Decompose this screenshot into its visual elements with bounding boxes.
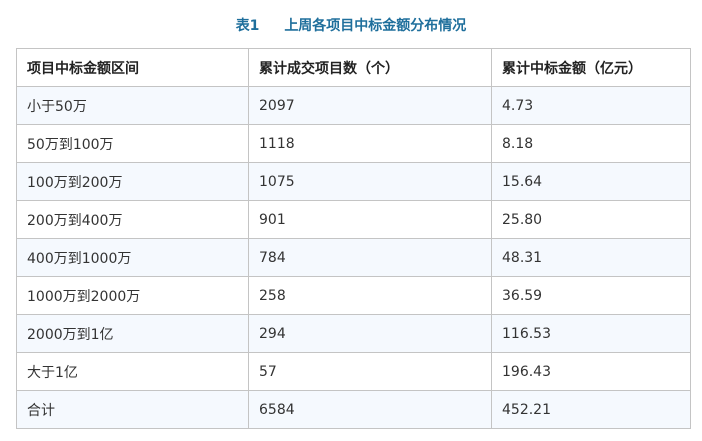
cell-amount: 116.53 [491,314,691,353]
cell-amount: 15.64 [491,162,691,201]
cell-range: 合计 [16,390,249,429]
cell-count: 1118 [248,124,492,163]
cell-count: 57 [248,352,492,391]
cell-range: 1000万到2000万 [16,276,249,315]
cell-count: 294 [248,314,492,353]
table-row: 大于1亿 57 196.43 [16,352,691,391]
table-number: 表1 [235,18,260,34]
cell-amount: 8.18 [491,124,691,163]
table-header-row: 项目中标金额区间 累计成交项目数（个） 累计中标金额（亿元） [16,48,691,87]
table-row: 200万到400万 901 25.80 [16,200,691,239]
header-count: 累计成交项目数（个） [248,48,492,87]
table-row: 100万到200万 1075 15.64 [16,162,691,201]
cell-range: 100万到200万 [16,162,249,201]
cell-count: 784 [248,238,492,277]
header-range: 项目中标金额区间 [16,48,249,87]
table-row: 2000万到1亿 294 116.53 [16,314,691,353]
table-row: 400万到1000万 784 48.31 [16,238,691,277]
bid-distribution-table: 项目中标金额区间 累计成交项目数（个） 累计中标金额（亿元） 小于50万 2097… [16,48,691,429]
cell-count: 901 [248,200,492,239]
cell-count: 6584 [248,390,492,429]
table-row: 小于50万 2097 4.73 [16,86,691,125]
cell-amount: 452.21 [491,390,691,429]
cell-amount: 25.80 [491,200,691,239]
cell-range: 50万到100万 [16,124,249,163]
cell-amount: 4.73 [491,86,691,125]
cell-range: 2000万到1亿 [16,314,249,353]
cell-range: 大于1亿 [16,352,249,391]
header-amount: 累计中标金额（亿元） [491,48,691,87]
cell-count: 1075 [248,162,492,201]
cell-range: 小于50万 [16,86,249,125]
cell-amount: 36.59 [491,276,691,315]
cell-amount: 196.43 [491,352,691,391]
table-row: 50万到100万 1118 8.18 [16,124,691,163]
cell-range: 400万到1000万 [16,238,249,277]
table-total-row: 合计 6584 452.21 [16,390,691,429]
cell-range: 200万到400万 [16,200,249,239]
table-caption: 表1 上周各项目中标金额分布情况 [0,15,702,35]
cell-count: 258 [248,276,492,315]
table-title: 上周各项目中标金额分布情况 [284,18,467,34]
table-row: 1000万到2000万 258 36.59 [16,276,691,315]
cell-count: 2097 [248,86,492,125]
cell-amount: 48.31 [491,238,691,277]
